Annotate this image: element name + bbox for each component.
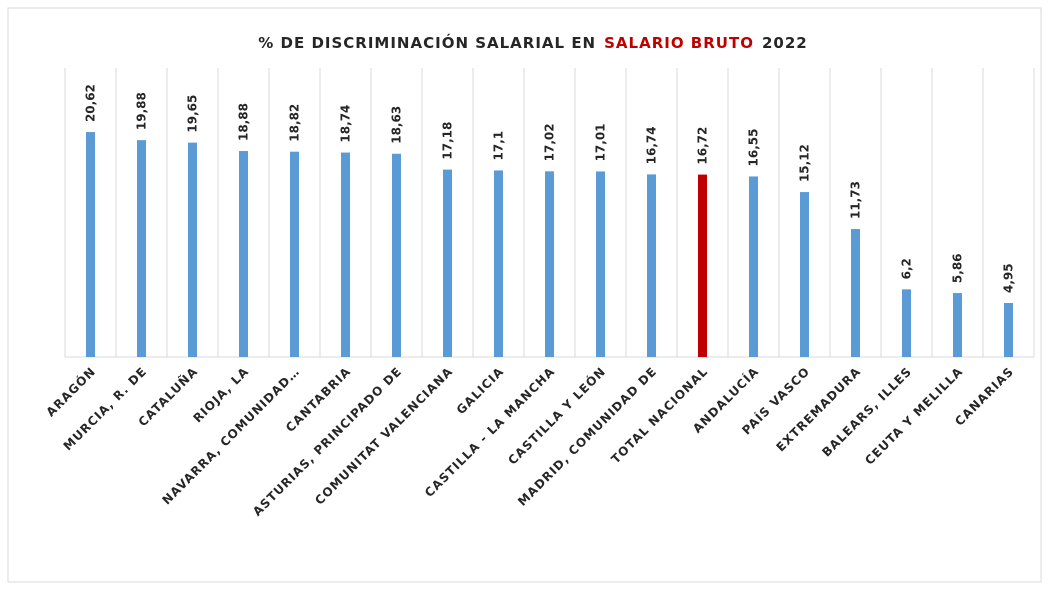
value-label: 11,73 <box>849 181 863 219</box>
bar <box>86 132 95 357</box>
bar <box>953 293 962 357</box>
bar <box>596 171 605 357</box>
value-label: 16,55 <box>747 128 761 166</box>
bar <box>698 174 707 357</box>
value-label: 18,63 <box>390 106 404 144</box>
bar <box>545 171 554 357</box>
bar <box>749 176 758 357</box>
value-label: 17,01 <box>594 123 608 161</box>
bar <box>851 229 860 357</box>
value-label: 18,74 <box>339 105 353 143</box>
bar <box>443 169 452 357</box>
bar <box>902 289 911 357</box>
value-label: 17,02 <box>543 123 557 161</box>
bar <box>137 140 146 357</box>
value-label: 19,65 <box>186 95 200 133</box>
value-label: 17,1 <box>492 131 506 161</box>
bar <box>188 142 197 357</box>
title-part: SALARIO BRUTO <box>604 34 754 52</box>
bar <box>1004 303 1013 357</box>
title-part: 2022 <box>762 34 808 52</box>
title-part: % DE DISCRIMINACIÓN SALARIAL EN <box>258 33 596 52</box>
bar <box>494 170 503 357</box>
value-label: 5,86 <box>951 253 965 283</box>
value-label: 17,18 <box>441 122 455 160</box>
value-label: 15,12 <box>798 144 812 182</box>
bar <box>392 153 401 357</box>
value-label: 16,72 <box>696 127 710 165</box>
value-label: 6,2 <box>900 258 914 279</box>
bar <box>341 152 350 357</box>
bar <box>647 174 656 357</box>
value-label: 4,95 <box>1002 263 1016 293</box>
bar <box>800 192 809 357</box>
bar <box>239 151 248 357</box>
value-label: 16,74 <box>645 126 659 164</box>
bar <box>290 151 299 357</box>
value-label: 20,62 <box>84 84 98 122</box>
value-label: 19,88 <box>135 92 149 130</box>
chart-title: % DE DISCRIMINACIÓN SALARIAL EN SALARIO B… <box>258 33 807 52</box>
value-label: 18,82 <box>288 104 302 142</box>
value-label: 18,88 <box>237 103 251 141</box>
